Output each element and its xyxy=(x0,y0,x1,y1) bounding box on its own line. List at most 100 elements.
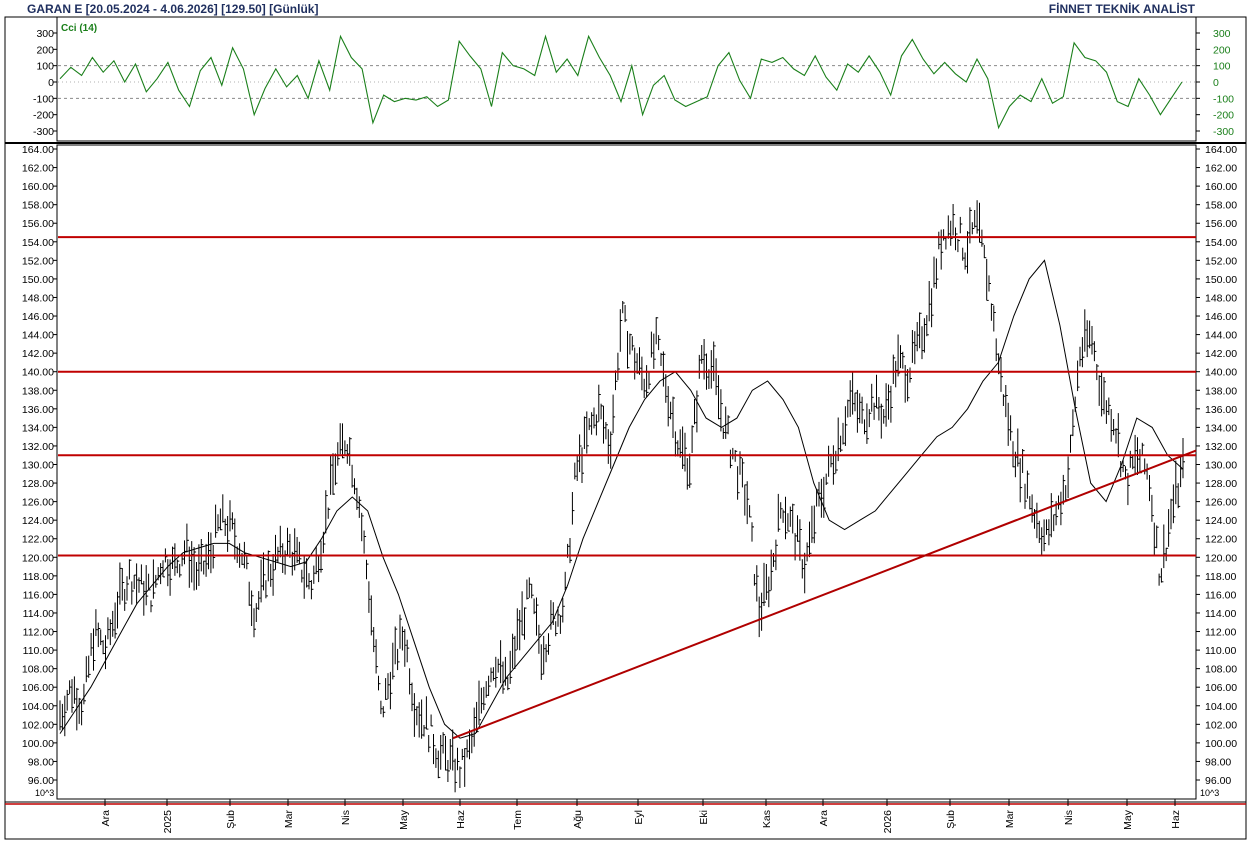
price-panel-frame xyxy=(56,144,1197,800)
x-axis-label: Haz xyxy=(1170,810,1182,829)
cci-tick-label-left: -100 xyxy=(33,93,54,105)
price-tick-label-left: 104.00 xyxy=(22,701,54,713)
price-tick-label-left: 156.00 xyxy=(22,218,54,230)
x-axis-label: Haz xyxy=(455,810,467,829)
cci-panel-frame xyxy=(56,16,1197,142)
price-tick-label-right: 152.00 xyxy=(1205,255,1237,267)
price-tick-label-left: 146.00 xyxy=(22,311,54,323)
price-tick-label-left: 116.00 xyxy=(23,589,54,601)
x-axis-label: May xyxy=(1122,809,1134,830)
price-tick-label-right: 118.00 xyxy=(1205,571,1236,583)
price-tick-label-right: 102.00 xyxy=(1205,719,1237,731)
price-tick-label-left: 98.00 xyxy=(28,756,54,768)
price-tick-label-right: 124.00 xyxy=(1205,515,1237,527)
price-tick-label-left: 100.00 xyxy=(22,738,54,750)
price-tick-label-left: 138.00 xyxy=(22,385,54,397)
cci-tick-label-left: -300 xyxy=(33,126,54,138)
cci-tick-label-right: 300 xyxy=(1213,28,1231,40)
cci-tick-label-right: -100 xyxy=(1213,93,1234,105)
cci-tick-label-left: -200 xyxy=(33,110,54,122)
price-tick-label-left: 148.00 xyxy=(22,292,54,304)
price-tick-label-right: 154.00 xyxy=(1205,237,1237,249)
outer-frame xyxy=(4,16,1247,840)
price-tick-label-right: 140.00 xyxy=(1205,367,1237,379)
price-tick-label-left: 134.00 xyxy=(22,422,54,434)
x-axis-label: Tem xyxy=(512,810,524,830)
price-tick-label-left: 122.00 xyxy=(22,534,54,546)
moving-average-line xyxy=(59,259,1184,739)
price-tick-label-left: 140.00 xyxy=(22,367,54,379)
price-tick-label-left: 114.00 xyxy=(23,608,54,620)
x-axis-label: Kas xyxy=(761,810,773,828)
price-tick-label-left: 136.00 xyxy=(22,404,54,416)
axis-note-left: 10^3 xyxy=(35,788,54,798)
price-tick-label-right: 120.00 xyxy=(1205,552,1237,564)
cci-tick-label-right: 100 xyxy=(1213,61,1231,73)
cci-tick-label-left: 200 xyxy=(36,44,54,56)
price-tick-label-right: 136.00 xyxy=(1205,404,1237,416)
x-axis-label: Eyl xyxy=(633,810,645,825)
trendline xyxy=(452,449,1197,740)
price-tick-label-left: 120.00 xyxy=(22,552,54,564)
price-tick-label-left: 152.00 xyxy=(22,255,54,267)
x-axis-label: Ağu xyxy=(572,810,584,829)
price-tick-label-right: 138.00 xyxy=(1205,385,1237,397)
price-tick-label-left: 112.00 xyxy=(23,627,54,639)
price-tick-label-left: 132.00 xyxy=(22,441,54,453)
cci-tick-label-right: -200 xyxy=(1213,110,1234,122)
price-tick-label-right: 106.00 xyxy=(1205,682,1237,694)
cci-tick-label-left: 300 xyxy=(36,28,54,40)
price-tick-label-left: 124.00 xyxy=(22,515,54,527)
price-tick-label-left: 106.00 xyxy=(22,682,54,694)
x-axis-label: Şub xyxy=(945,810,957,829)
price-tick-label-left: 144.00 xyxy=(22,330,54,342)
price-tick-label-right: 156.00 xyxy=(1205,218,1237,230)
price-tick-label-right: 142.00 xyxy=(1205,348,1237,360)
price-tick-label-right: 108.00 xyxy=(1205,664,1237,676)
price-tick-label-right: 146.00 xyxy=(1205,311,1237,323)
price-tick-label-right: 132.00 xyxy=(1205,441,1237,453)
cci-line xyxy=(59,34,1183,130)
price-tick-label-right: 148.00 xyxy=(1205,292,1237,304)
x-axis-label: May xyxy=(398,809,410,830)
price-tick-label-right: 126.00 xyxy=(1205,497,1237,509)
price-tick-label-right: 100.00 xyxy=(1205,738,1237,750)
price-tick-label-right: 112.00 xyxy=(1205,627,1236,639)
price-tick-label-right: 128.00 xyxy=(1205,478,1237,490)
price-tick-label-right: 122.00 xyxy=(1205,534,1237,546)
cci-tick-label-left: 0 xyxy=(48,77,54,89)
price-tick-label-left: 108.00 xyxy=(22,664,54,676)
price-tick-label-left: 162.00 xyxy=(22,163,54,175)
price-tick-label-right: 150.00 xyxy=(1205,274,1237,286)
price-tick-label-right: 96.00 xyxy=(1205,775,1231,787)
x-axis-label: Nis xyxy=(340,810,352,825)
cci-tick-label-right: 0 xyxy=(1213,77,1219,89)
price-tick-label-left: 164.00 xyxy=(22,144,54,156)
price-tick-label-left: 154.00 xyxy=(22,237,54,249)
price-tick-label-left: 150.00 xyxy=(22,274,54,286)
price-tick-label-right: 134.00 xyxy=(1205,422,1237,434)
price-tick-label-right: 162.00 xyxy=(1205,163,1237,175)
price-tick-label-right: 98.00 xyxy=(1205,756,1231,768)
price-tick-label-left: 118.00 xyxy=(23,571,54,583)
price-tick-label-right: 130.00 xyxy=(1205,460,1237,472)
price-tick-label-right: 104.00 xyxy=(1205,701,1237,713)
price-tick-label-left: 160.00 xyxy=(22,181,54,193)
x-axis-label: 2025 xyxy=(162,810,174,834)
x-axis-label: Ara xyxy=(818,810,830,827)
x-axis-label: Eki xyxy=(698,810,710,825)
x-axis-label: Nis xyxy=(1063,810,1075,825)
price-tick-label-left: 126.00 xyxy=(22,497,54,509)
price-tick-label-left: 142.00 xyxy=(22,348,54,360)
price-tick-label-right: 116.00 xyxy=(1205,589,1236,601)
axis-note-right: 10^3 xyxy=(1200,788,1219,798)
price-tick-label-right: 160.00 xyxy=(1205,181,1237,193)
chart-header-title: GARAN E [20.05.2024 - 4.06.2026] [129.50… xyxy=(27,2,319,16)
chart-header-provider: FİNNET TEKNİK ANALİST xyxy=(1048,2,1195,16)
price-tick-label-left: 102.00 xyxy=(22,719,54,731)
x-axis-label: 2026 xyxy=(882,810,894,834)
cci-tick-label-left: 100 xyxy=(36,61,54,73)
price-tick-label-left: 110.00 xyxy=(23,645,54,657)
x-axis-label: Şub xyxy=(225,810,237,829)
